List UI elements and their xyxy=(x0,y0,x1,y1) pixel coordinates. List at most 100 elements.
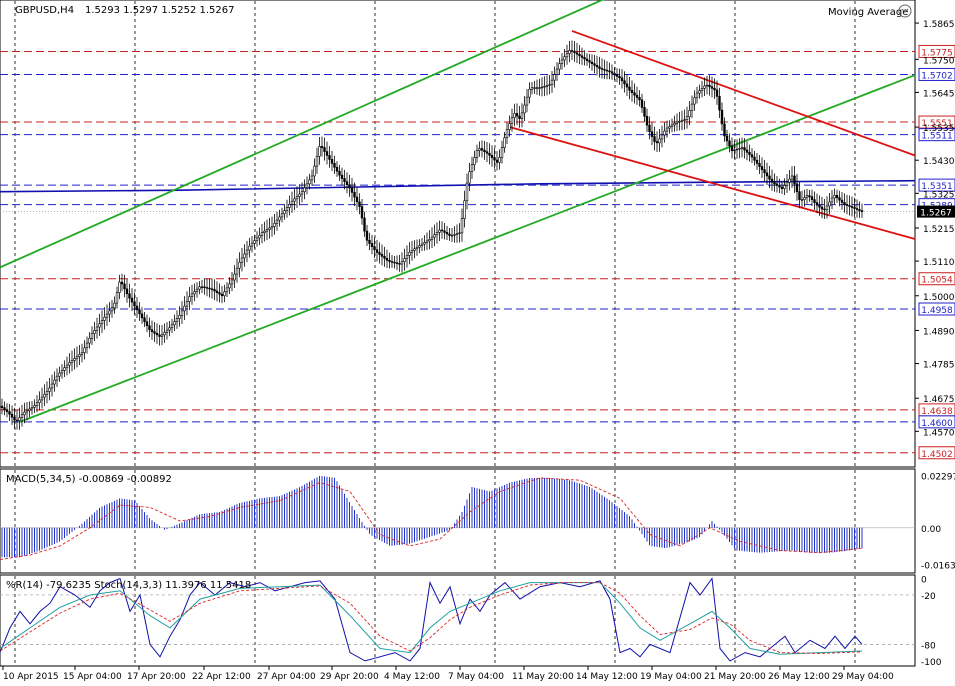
candle-body xyxy=(740,147,744,149)
candle-body xyxy=(860,210,864,212)
level-badge xyxy=(918,178,955,192)
indicator-label: Moving Average xyxy=(828,7,908,18)
candle-body xyxy=(503,137,506,148)
candle-body xyxy=(523,104,526,114)
candle-body xyxy=(263,230,266,234)
candle-body xyxy=(258,235,261,239)
current-price-badge xyxy=(917,205,955,218)
candle-body xyxy=(253,240,256,244)
stoch-title: %R(14) -79.6235 Stoch(14,3,3) 11.3976 11… xyxy=(6,580,251,591)
candle-body xyxy=(58,372,61,377)
candle-body xyxy=(793,175,796,185)
candle-body xyxy=(330,159,334,164)
candle-body xyxy=(723,123,726,137)
candle-body xyxy=(733,149,736,152)
candle-body xyxy=(60,370,64,374)
price-tick-label: 1.5430 xyxy=(923,157,955,167)
candle-body xyxy=(460,218,464,234)
candle-body xyxy=(310,175,314,181)
candle-body xyxy=(368,239,371,244)
candle-body xyxy=(595,65,599,68)
candle-body xyxy=(388,259,391,262)
time-label: 26 May 12:00 xyxy=(768,672,830,682)
candle-body xyxy=(763,169,766,174)
candle-body xyxy=(123,283,126,290)
candle-body xyxy=(668,126,671,129)
candle-body xyxy=(290,200,294,205)
candle-body xyxy=(475,150,479,158)
candle-body xyxy=(75,356,79,359)
candle-body xyxy=(405,255,409,259)
candle-body xyxy=(630,89,634,94)
candle-body xyxy=(68,362,71,366)
candle-body xyxy=(30,407,34,410)
price-tick-label: 1.4570 xyxy=(923,428,955,438)
candle-body xyxy=(345,181,349,186)
candle-body xyxy=(690,103,694,111)
candle-body xyxy=(135,305,139,311)
candle-body xyxy=(625,83,629,88)
circle-arrows-icon[interactable] xyxy=(898,4,912,18)
candle-body xyxy=(415,246,419,250)
candle-body xyxy=(800,199,804,201)
candle-body xyxy=(580,55,584,58)
candle-body xyxy=(140,313,144,319)
candle-body xyxy=(578,53,581,57)
candle-body xyxy=(730,145,734,152)
level-badge xyxy=(918,446,955,460)
candle-body xyxy=(420,243,424,246)
candle-body xyxy=(220,293,224,297)
candle-body xyxy=(190,293,194,298)
candle-body xyxy=(695,92,699,99)
candle-body xyxy=(485,151,489,154)
candle-body xyxy=(273,222,276,227)
candle-body xyxy=(430,236,434,240)
candle-body xyxy=(855,208,859,210)
time-label: 29 Apr 20:00 xyxy=(320,672,379,682)
candle-body xyxy=(5,409,9,412)
candle-body xyxy=(850,206,854,208)
candle-body xyxy=(198,286,201,290)
price-tick-label: 1.4890 xyxy=(923,327,955,337)
candle-body xyxy=(180,310,184,316)
candle-body xyxy=(370,243,374,247)
candle-body xyxy=(373,246,376,251)
candle-body xyxy=(530,87,534,90)
candle-body xyxy=(160,334,164,337)
candle-body xyxy=(268,227,271,230)
candle-body xyxy=(743,147,746,151)
candle-body xyxy=(780,186,784,189)
candle-body xyxy=(218,292,221,295)
candle-body xyxy=(28,408,31,411)
candle-body xyxy=(393,261,396,264)
candle-body xyxy=(125,288,129,295)
candle-body xyxy=(418,245,421,248)
time-label: 27 Apr 04:00 xyxy=(257,672,316,682)
macd-series xyxy=(0,475,915,560)
candle-body xyxy=(303,187,306,193)
candle-body xyxy=(725,135,729,142)
candle-body xyxy=(195,288,199,292)
candle-body xyxy=(608,70,611,73)
candle-body xyxy=(480,148,484,151)
macd-signal-line xyxy=(0,477,863,560)
candle-body xyxy=(240,257,244,263)
candle-body xyxy=(488,152,491,156)
candle-body xyxy=(790,175,794,180)
candle-body xyxy=(710,86,714,89)
candle-body xyxy=(380,254,384,257)
candle-body xyxy=(223,291,226,297)
candle-body xyxy=(645,115,649,126)
candle-body xyxy=(153,331,156,334)
candle-body xyxy=(20,414,24,419)
candle-body xyxy=(168,327,171,331)
candle-body xyxy=(8,411,11,415)
candle-body xyxy=(810,196,814,200)
candle-body xyxy=(458,232,461,234)
candle-body xyxy=(298,193,301,197)
candle-body xyxy=(773,181,776,185)
candle-body xyxy=(315,155,319,167)
candle-body xyxy=(285,207,289,211)
